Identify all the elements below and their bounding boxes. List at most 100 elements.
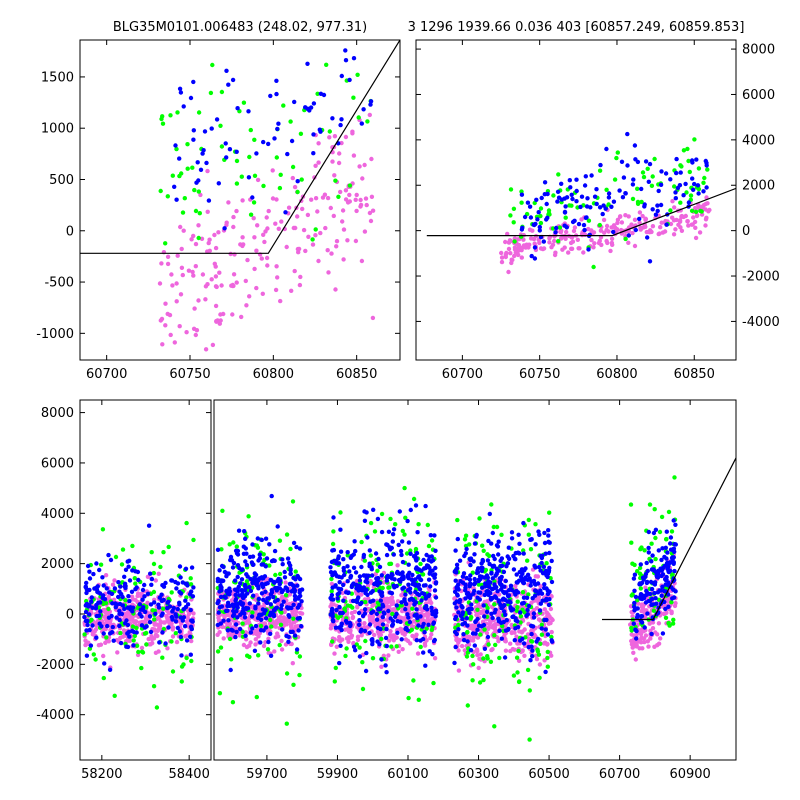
point-blue bbox=[372, 581, 377, 587]
point-blue bbox=[345, 564, 350, 569]
x-tick-label: 58400 bbox=[168, 767, 209, 782]
point-blue bbox=[513, 550, 518, 556]
point-blue bbox=[91, 571, 96, 577]
point-pink bbox=[355, 634, 361, 639]
point-blue bbox=[490, 563, 495, 569]
point-blue bbox=[181, 104, 186, 109]
point-green bbox=[693, 209, 699, 214]
point-pink bbox=[213, 303, 219, 309]
point-green bbox=[274, 155, 279, 160]
point-blue bbox=[223, 141, 228, 146]
point-blue bbox=[328, 570, 334, 575]
point-green bbox=[331, 529, 336, 534]
point-pink bbox=[253, 642, 258, 647]
y-tick-label: 4000 bbox=[41, 507, 74, 522]
points-top-right bbox=[499, 131, 712, 275]
point-blue bbox=[490, 530, 495, 536]
point-green bbox=[508, 187, 514, 192]
point-green bbox=[668, 208, 673, 213]
point-pink bbox=[626, 240, 631, 245]
point-pink bbox=[221, 636, 226, 641]
point-green bbox=[533, 522, 538, 527]
point-green bbox=[464, 630, 470, 635]
point-blue bbox=[656, 548, 661, 553]
point-blue bbox=[249, 614, 255, 619]
point-green bbox=[297, 654, 303, 659]
point-green bbox=[635, 598, 640, 603]
point-pink bbox=[592, 241, 597, 246]
point-blue bbox=[275, 524, 280, 529]
point-green bbox=[400, 528, 405, 534]
point-pink bbox=[143, 615, 149, 621]
point-blue bbox=[515, 619, 520, 624]
point-pink bbox=[281, 615, 286, 620]
point-blue bbox=[349, 553, 355, 558]
point-pink bbox=[139, 591, 144, 596]
point-pink bbox=[273, 287, 279, 293]
point-green bbox=[688, 193, 694, 198]
point-pink bbox=[690, 222, 695, 227]
point-blue bbox=[452, 601, 457, 606]
point-blue bbox=[200, 151, 205, 156]
point-blue bbox=[360, 613, 366, 619]
point-blue bbox=[701, 189, 706, 194]
point-blue bbox=[244, 591, 250, 596]
point-green bbox=[547, 212, 552, 217]
point-green bbox=[356, 115, 361, 120]
point-blue bbox=[537, 228, 542, 233]
point-blue bbox=[431, 638, 437, 644]
point-pink bbox=[496, 639, 501, 644]
point-green bbox=[494, 524, 500, 530]
point-pink bbox=[637, 210, 643, 215]
point-green bbox=[515, 670, 520, 675]
point-blue bbox=[216, 610, 221, 615]
y-tick-label: 0 bbox=[742, 224, 750, 239]
point-pink bbox=[181, 228, 186, 233]
point-green bbox=[514, 608, 519, 613]
point-blue bbox=[167, 604, 173, 609]
point-pink bbox=[93, 627, 99, 632]
point-green bbox=[538, 641, 543, 646]
point-green bbox=[298, 131, 304, 136]
point-green bbox=[229, 657, 234, 662]
point-blue bbox=[660, 631, 666, 636]
point-pink bbox=[192, 306, 197, 311]
point-blue bbox=[287, 614, 292, 619]
point-blue bbox=[654, 601, 659, 606]
point-blue bbox=[259, 617, 264, 622]
point-blue bbox=[430, 573, 436, 578]
y-tick-label: -4000 bbox=[36, 708, 74, 723]
point-blue bbox=[387, 590, 393, 595]
point-blue bbox=[108, 557, 114, 563]
point-blue bbox=[356, 622, 362, 627]
point-green bbox=[227, 542, 232, 547]
point-blue bbox=[675, 185, 681, 191]
point-blue bbox=[413, 582, 418, 587]
point-pink bbox=[657, 231, 662, 236]
point-blue bbox=[527, 204, 533, 209]
point-pink bbox=[245, 619, 250, 624]
point-blue bbox=[691, 187, 696, 192]
point-blue bbox=[94, 613, 100, 619]
point-pink bbox=[662, 229, 668, 234]
point-pink bbox=[279, 647, 285, 652]
point-blue bbox=[114, 602, 120, 607]
point-pink bbox=[172, 340, 177, 345]
point-pink bbox=[203, 347, 209, 352]
point-green bbox=[389, 644, 394, 649]
point-green bbox=[545, 655, 550, 661]
point-pink bbox=[284, 619, 290, 624]
point-pink bbox=[316, 258, 321, 264]
point-blue bbox=[201, 148, 206, 153]
point-pink bbox=[298, 274, 303, 280]
point-green bbox=[327, 129, 332, 134]
point-pink bbox=[337, 151, 342, 156]
point-pink bbox=[525, 632, 531, 637]
point-blue bbox=[331, 547, 337, 553]
point-pink bbox=[281, 618, 286, 623]
point-blue bbox=[465, 623, 470, 628]
point-green bbox=[462, 537, 468, 542]
point-blue bbox=[227, 586, 232, 591]
x-tick-label: 60500 bbox=[528, 767, 569, 782]
point-blue bbox=[428, 533, 433, 538]
